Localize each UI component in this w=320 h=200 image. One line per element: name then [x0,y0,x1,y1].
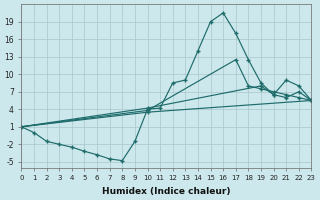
X-axis label: Humidex (Indice chaleur): Humidex (Indice chaleur) [102,187,231,196]
